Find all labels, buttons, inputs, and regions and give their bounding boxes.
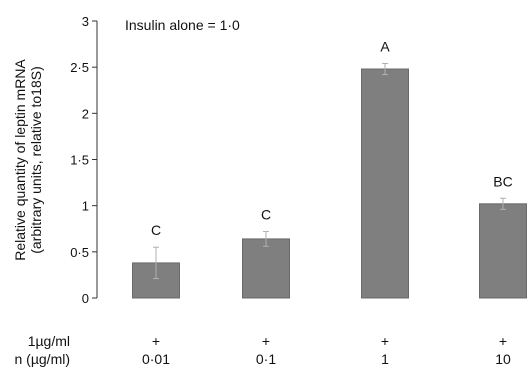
x-category-label: 1 — [381, 351, 389, 367]
y-axis: 0 0·5 1 1·5 2 2·5 3 — [70, 14, 97, 306]
significance-letter: C — [261, 207, 271, 223]
y-tick-label: 3 — [82, 14, 89, 29]
x-category-label: 0·1 — [256, 351, 276, 367]
significance-letter: A — [380, 38, 390, 54]
row-label: 1µg/ml — [28, 333, 70, 349]
bar — [243, 239, 290, 298]
y-tick-label: 2 — [82, 106, 89, 121]
y-tick-label: 0·5 — [70, 245, 89, 260]
insulin-marker: + — [499, 333, 507, 349]
y-tick-label: 1 — [82, 199, 89, 214]
y-axis-title: Relative quantity of leptin mRNA (arbitra… — [12, 59, 44, 261]
x-category-label: 0·01 — [142, 351, 170, 367]
y-tick-label: 2·5 — [70, 60, 89, 75]
bars-layer: C C A BC — [133, 38, 527, 298]
insulin-marker: + — [262, 333, 270, 349]
significance-letter: BC — [493, 173, 512, 189]
bar — [362, 69, 409, 298]
y-tick-label: 0 — [82, 291, 89, 306]
condition-rows: 1µg/ml n (µg/ml) +0·01 +0·1 +1 +10 — [14, 333, 511, 367]
bar — [480, 204, 527, 298]
y-tick-label: 1·5 — [70, 153, 89, 168]
insulin-marker: + — [152, 333, 160, 349]
x-category-label: 10 — [495, 351, 511, 367]
chart-annotation: Insulin alone = 1·0 — [125, 17, 240, 33]
significance-letter: C — [151, 222, 161, 238]
insulin-marker: + — [381, 333, 389, 349]
row-label: n (µg/ml) — [14, 351, 70, 367]
y-axis-title-line: (arbitrary units, relative to18S) — [28, 66, 44, 254]
y-axis-title-line: Relative quantity of leptin mRNA — [12, 59, 28, 261]
